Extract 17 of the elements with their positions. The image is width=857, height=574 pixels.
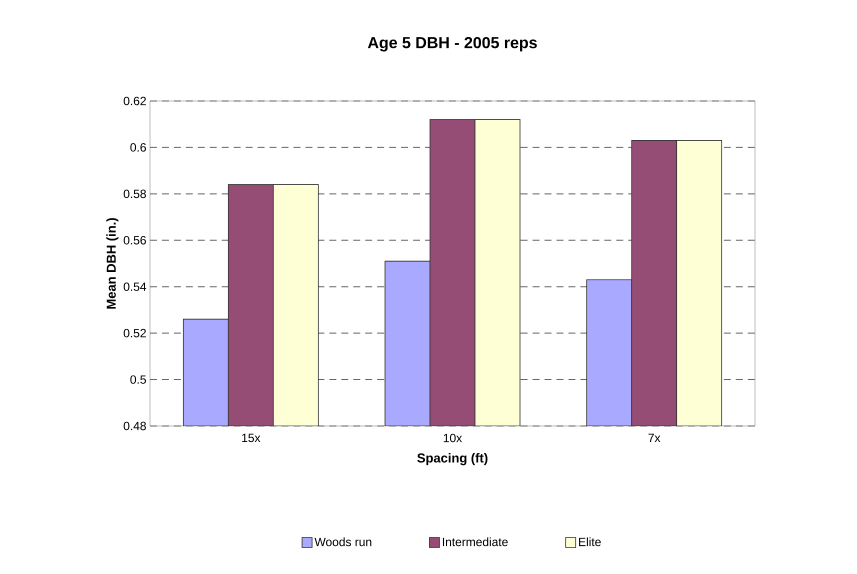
legend-label: Woods run	[314, 537, 372, 546]
y-axis-title: Mean DBH (in.)	[106, 218, 118, 309]
x-tick-label: 10x	[444, 434, 462, 442]
chart-title: Age 5 DBH - 2005 reps	[368, 36, 537, 52]
y-tick-label: 0.58	[124, 190, 146, 198]
y-tick-label: 0.5	[130, 375, 146, 384]
y-tick-label: 0.62	[124, 96, 146, 106]
y-tick-label: 0.56	[124, 236, 146, 244]
legend-label: Elite	[579, 537, 601, 546]
x-axis-title: Spacing (ft)	[417, 453, 488, 466]
y-tick-label: 0.48	[124, 422, 146, 430]
x-tick-label: 7x	[648, 434, 660, 442]
y-tick-label: 0.54	[124, 282, 146, 291]
y-tick-label: 0.52	[124, 328, 146, 338]
legend-label: Intermediate	[442, 537, 508, 546]
y-tick-label: 0.6	[130, 143, 146, 152]
x-tick-label: 15x	[242, 434, 260, 442]
